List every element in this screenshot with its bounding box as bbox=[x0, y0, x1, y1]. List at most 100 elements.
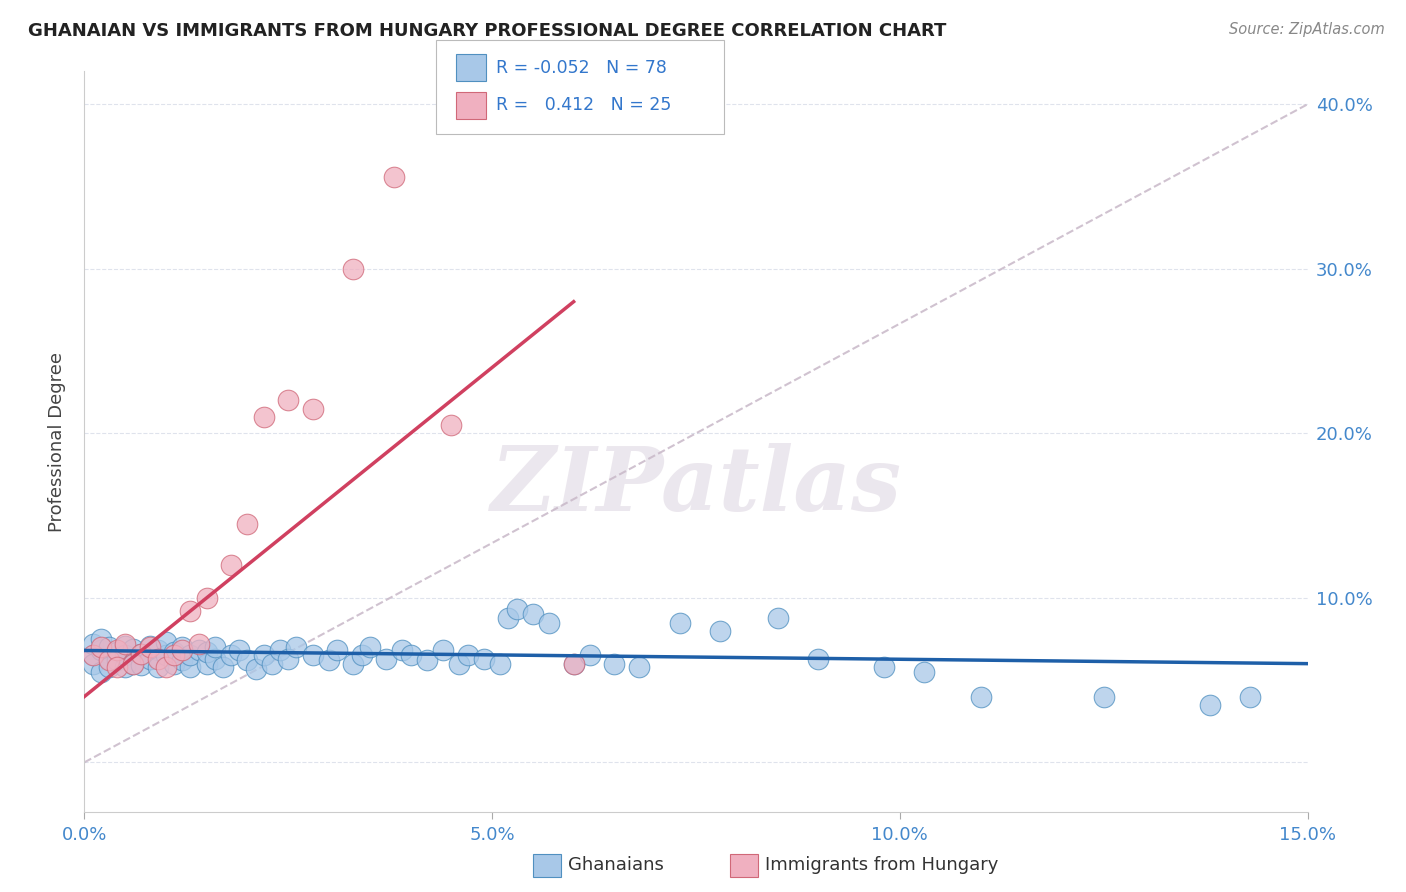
Point bbox=[1239, 690, 1261, 704]
Point bbox=[97, 651, 120, 665]
Point bbox=[489, 657, 512, 671]
Point bbox=[260, 657, 283, 671]
Point bbox=[277, 651, 299, 665]
Point bbox=[146, 643, 169, 657]
Point bbox=[253, 648, 276, 663]
Point bbox=[90, 640, 112, 655]
Point bbox=[472, 651, 495, 665]
Point bbox=[155, 660, 177, 674]
Point bbox=[187, 637, 209, 651]
Point bbox=[219, 558, 242, 572]
Point bbox=[163, 645, 186, 659]
Point bbox=[228, 643, 250, 657]
Point bbox=[432, 643, 454, 657]
Point bbox=[179, 604, 201, 618]
Point bbox=[122, 641, 145, 656]
Text: R =   0.412   N = 25: R = 0.412 N = 25 bbox=[496, 96, 672, 114]
Point bbox=[131, 647, 153, 661]
Point bbox=[382, 169, 405, 184]
Point bbox=[82, 648, 104, 663]
Point bbox=[440, 418, 463, 433]
Point bbox=[212, 660, 235, 674]
Point bbox=[163, 648, 186, 663]
Point bbox=[912, 665, 935, 679]
Point bbox=[872, 660, 894, 674]
Point bbox=[253, 409, 276, 424]
Text: R = -0.052   N = 78: R = -0.052 N = 78 bbox=[496, 59, 668, 77]
Point bbox=[172, 653, 194, 667]
Point bbox=[138, 651, 160, 665]
Point bbox=[146, 660, 169, 674]
Point bbox=[105, 660, 128, 674]
Point bbox=[627, 660, 650, 674]
Point bbox=[219, 648, 242, 663]
Point bbox=[505, 602, 527, 616]
Point bbox=[766, 610, 789, 624]
Point bbox=[114, 639, 136, 653]
Point bbox=[122, 657, 145, 671]
Point bbox=[155, 648, 177, 663]
Text: Ghanaians: Ghanaians bbox=[568, 856, 664, 874]
Point bbox=[179, 660, 201, 674]
Point bbox=[375, 651, 398, 665]
Point bbox=[342, 657, 364, 671]
Point bbox=[285, 640, 308, 655]
Point bbox=[668, 615, 690, 630]
Point bbox=[807, 651, 830, 665]
Point bbox=[204, 651, 226, 665]
Point bbox=[97, 653, 120, 667]
Point bbox=[236, 516, 259, 531]
Point bbox=[97, 640, 120, 655]
Point bbox=[122, 657, 145, 671]
Text: Immigrants from Hungary: Immigrants from Hungary bbox=[765, 856, 998, 874]
Point bbox=[1092, 690, 1115, 704]
Point bbox=[562, 657, 585, 671]
Point bbox=[269, 643, 291, 657]
Point bbox=[350, 648, 373, 663]
Point bbox=[391, 643, 413, 657]
Point bbox=[326, 643, 349, 657]
Point bbox=[236, 653, 259, 667]
Point bbox=[399, 648, 422, 663]
Point bbox=[82, 648, 104, 663]
Point bbox=[82, 637, 104, 651]
Point bbox=[245, 662, 267, 676]
Point bbox=[301, 648, 323, 663]
Point bbox=[155, 635, 177, 649]
Point bbox=[195, 591, 218, 605]
Point bbox=[970, 690, 993, 704]
Point bbox=[498, 610, 520, 624]
Point bbox=[82, 657, 104, 671]
Point bbox=[179, 648, 201, 663]
Point bbox=[709, 624, 731, 638]
Point bbox=[90, 632, 112, 646]
Point bbox=[579, 648, 602, 663]
Point bbox=[195, 657, 218, 671]
Point bbox=[603, 657, 626, 671]
Point bbox=[114, 637, 136, 651]
Point bbox=[522, 607, 544, 622]
Point bbox=[131, 658, 153, 673]
Point bbox=[449, 657, 471, 671]
Point bbox=[195, 645, 218, 659]
Text: ZIPatlas: ZIPatlas bbox=[491, 442, 901, 529]
Point bbox=[457, 648, 479, 663]
Point bbox=[131, 647, 153, 661]
Point bbox=[172, 640, 194, 655]
Point bbox=[301, 401, 323, 416]
Point bbox=[172, 643, 194, 657]
Point bbox=[138, 640, 160, 655]
Point bbox=[342, 261, 364, 276]
Point bbox=[146, 651, 169, 665]
Point bbox=[138, 639, 160, 653]
Point bbox=[277, 393, 299, 408]
Point bbox=[105, 653, 128, 667]
Point bbox=[416, 653, 439, 667]
Text: GHANAIAN VS IMMIGRANTS FROM HUNGARY PROFESSIONAL DEGREE CORRELATION CHART: GHANAIAN VS IMMIGRANTS FROM HUNGARY PROF… bbox=[28, 22, 946, 40]
Y-axis label: Professional Degree: Professional Degree bbox=[48, 351, 66, 532]
Point bbox=[163, 657, 186, 671]
Point bbox=[97, 660, 120, 674]
Point bbox=[318, 653, 340, 667]
Point bbox=[105, 643, 128, 657]
Point bbox=[204, 640, 226, 655]
